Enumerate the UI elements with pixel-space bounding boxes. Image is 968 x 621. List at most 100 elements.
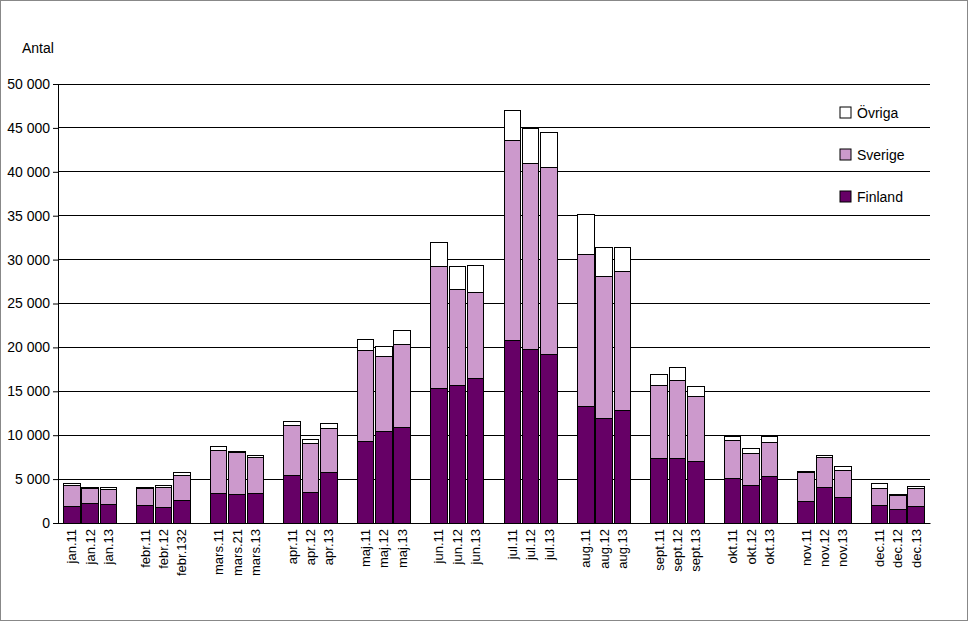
grid-line (58, 215, 930, 216)
legend-swatch (840, 149, 851, 160)
tick-label: nov.13 (835, 529, 850, 567)
tick: 45 000 (7, 120, 58, 136)
tick: okt.11 (725, 529, 740, 563)
grid-line (58, 259, 930, 260)
tick-mark (53, 479, 58, 480)
bar (669, 458, 686, 523)
tick-label: jul.13 (542, 529, 557, 561)
tick-label: mars.21 (230, 529, 245, 576)
bar (247, 457, 264, 493)
tick-mark (53, 216, 58, 217)
bar (284, 421, 301, 425)
bar (908, 506, 925, 523)
bar (761, 436, 778, 442)
tick-label: maj.12 (376, 529, 391, 568)
tick-label: dec.12 (890, 529, 905, 568)
bar (541, 132, 558, 167)
grid-line (58, 303, 930, 304)
bar (137, 487, 154, 489)
bar (431, 242, 448, 267)
legend: ÖvrigaSverigeFinland (840, 104, 905, 205)
tick: jun.11 (431, 529, 446, 564)
tick-mark (53, 347, 58, 348)
tick-label: dec.13 (909, 529, 924, 568)
legend-swatch (840, 191, 851, 202)
tick: dec.13 (909, 529, 924, 568)
tick: jun.13 (468, 529, 483, 565)
axis-line (53, 85, 59, 524)
bar (394, 331, 411, 345)
bar (669, 368, 686, 381)
bar (871, 489, 888, 506)
bar (578, 254, 595, 406)
tick-label: 0 (42, 515, 50, 531)
legend-label: Övriga (857, 104, 898, 121)
bar (449, 267, 466, 290)
tick-mark (53, 172, 58, 173)
bar (210, 450, 227, 493)
bar (449, 289, 466, 385)
tick-label: mars.11 (211, 529, 226, 575)
tick-label: nov.12 (817, 529, 832, 567)
bar (743, 485, 760, 523)
bar (467, 378, 484, 523)
tick-label: febr.132 (174, 529, 189, 576)
bar (761, 442, 778, 476)
bar (596, 276, 613, 418)
bar (688, 397, 705, 462)
tick-label: aug.12 (597, 529, 612, 569)
grid (58, 84, 930, 523)
tick-mark (53, 391, 58, 392)
bar (614, 411, 631, 523)
tick: febr.11 (138, 529, 153, 568)
tick-label: 25 000 (7, 295, 50, 311)
tick: nov.11 (799, 529, 814, 566)
tick-label: mars.13 (248, 529, 263, 576)
tick: 50 000 (7, 76, 58, 92)
tick: aug.11 (578, 529, 593, 568)
tick-mark (53, 128, 58, 129)
bar (376, 356, 393, 432)
bar (302, 440, 319, 444)
bar (155, 507, 172, 523)
bar (247, 455, 264, 457)
bar (688, 387, 705, 397)
tick-label: febr.12 (156, 529, 171, 569)
tick: mars.13 (248, 529, 263, 576)
tick-label: okt.12 (744, 529, 759, 564)
series-2 (64, 110, 925, 495)
tick-label: jul.11 (505, 529, 520, 560)
bar (651, 459, 668, 523)
bar (174, 476, 191, 501)
bar (431, 267, 448, 389)
bar (64, 484, 81, 485)
grid-line (58, 171, 930, 172)
bar (357, 339, 374, 350)
bars (64, 110, 925, 523)
tick: 35 000 (7, 208, 58, 224)
bar (137, 505, 154, 523)
tick: maj.13 (395, 529, 410, 568)
bar (64, 506, 81, 523)
bar (835, 467, 852, 471)
bar (596, 247, 613, 276)
bar (504, 110, 521, 140)
chart: 05 00010 00015 00020 00025 00030 00035 0… (0, 0, 968, 621)
tick-label: 20 000 (7, 339, 50, 355)
bar (871, 505, 888, 523)
tick-mark (53, 260, 58, 261)
bar (614, 247, 631, 272)
legend-label: Finland (857, 189, 903, 205)
bar (431, 389, 448, 523)
bar (890, 496, 907, 510)
grid-line (58, 84, 930, 85)
series-0 (64, 340, 925, 523)
bar (669, 381, 686, 458)
bar (210, 493, 227, 523)
bar (100, 505, 117, 523)
tick-label: jan.13 (101, 529, 116, 565)
tick: jan.13 (101, 529, 116, 565)
bar (798, 473, 815, 502)
bar (321, 428, 338, 472)
grid-line (58, 347, 930, 348)
